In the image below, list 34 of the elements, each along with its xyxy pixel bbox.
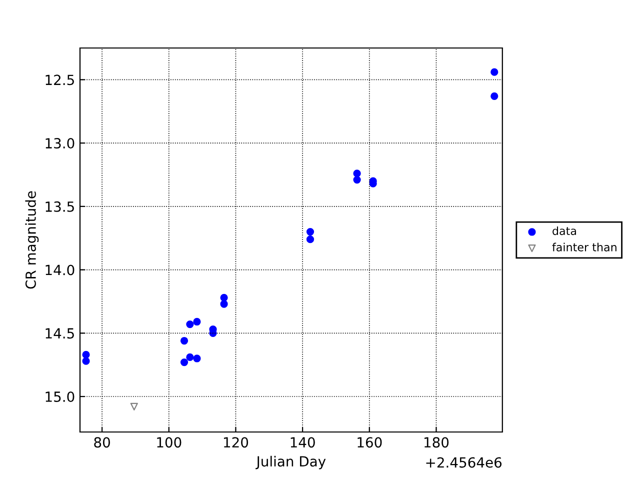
x-axis-title: Julian Day <box>256 456 326 470</box>
y-tick-label: 14.5 <box>46 328 74 339</box>
point <box>220 294 228 302</box>
legend-label: data <box>552 226 576 236</box>
y-tick-label: 13.0 <box>46 138 74 149</box>
point <box>82 350 90 359</box>
y-tick-label: 14.0 <box>46 264 74 276</box>
point <box>193 318 201 326</box>
point <box>82 357 90 365</box>
point <box>180 358 188 366</box>
y-tick-label: 13.5 <box>46 201 74 212</box>
x-tick-label: 160 <box>358 437 382 448</box>
point <box>186 320 194 328</box>
point <box>490 92 498 100</box>
x-tick-label: 180 <box>424 437 449 448</box>
x-tick-label: 140 <box>290 437 315 448</box>
point <box>130 402 138 410</box>
point <box>306 228 314 236</box>
x-tick-label: 120 <box>224 437 248 448</box>
text: +2.4564e6 <box>426 457 502 468</box>
x-tick-label: 80 <box>94 437 110 448</box>
point <box>353 170 361 178</box>
y-tick-label: 15.0 <box>46 391 74 402</box>
point <box>220 300 228 308</box>
y-axis-title: CR magnitude <box>25 191 39 289</box>
point <box>306 236 314 244</box>
point <box>193 354 201 362</box>
point <box>490 68 498 76</box>
legend-label: fainter than <box>552 242 616 252</box>
y-tick-label: 12.5 <box>46 74 74 86</box>
point <box>186 353 194 362</box>
point <box>353 176 361 184</box>
x-tick-label: 100 <box>157 437 182 448</box>
point <box>180 336 188 345</box>
